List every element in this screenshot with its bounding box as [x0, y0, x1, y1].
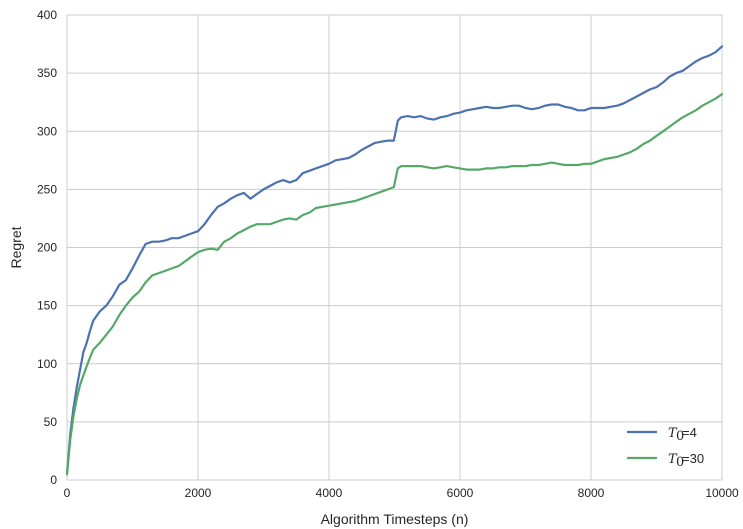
x-tick-label: 4000 — [316, 486, 343, 500]
legend-label-sub: 0 — [676, 455, 684, 470]
series-line-2 — [65, 92, 724, 476]
series-line-1 — [65, 45, 724, 476]
y-tick-label: 200 — [37, 241, 57, 255]
grid — [66, 14, 723, 481]
x-axis-label: Algorithm Timesteps (n) — [321, 511, 469, 527]
x-tick-label: 10000 — [705, 486, 739, 500]
plot-frame — [66, 14, 723, 481]
y-tick-label: 400 — [37, 8, 57, 22]
legend-label-var: T — [668, 452, 678, 467]
y-tick-label: 100 — [37, 357, 57, 371]
legend: T 0=4T 0=30 — [627, 425, 704, 470]
y-tick-label: 350 — [37, 66, 57, 80]
y-axis-label: Regret — [8, 226, 24, 268]
y-tick-label: 250 — [37, 182, 57, 196]
x-tick-label: 2000 — [185, 486, 212, 500]
x-tick-label: 0 — [64, 486, 71, 500]
y-tick-label: 300 — [37, 124, 57, 138]
x-tick-labels: 0 2000 4000 6000 8000 10000 — [64, 486, 739, 500]
x-tick-label: 8000 — [578, 486, 605, 500]
y-tick-labels: 0 50 100 150 200 250 300 350 400 — [37, 8, 57, 487]
x-tick-label: 6000 — [447, 486, 474, 500]
y-tick-label: 50 — [44, 415, 58, 429]
legend-label-sub: 0 — [676, 429, 684, 444]
legend-label-value: =30 — [682, 451, 704, 466]
legend-label-value: =4 — [682, 425, 697, 440]
y-tick-label: 0 — [50, 473, 57, 487]
legend-label-var: T — [668, 426, 678, 441]
series-layer — [65, 45, 724, 476]
y-tick-label: 150 — [37, 299, 57, 313]
